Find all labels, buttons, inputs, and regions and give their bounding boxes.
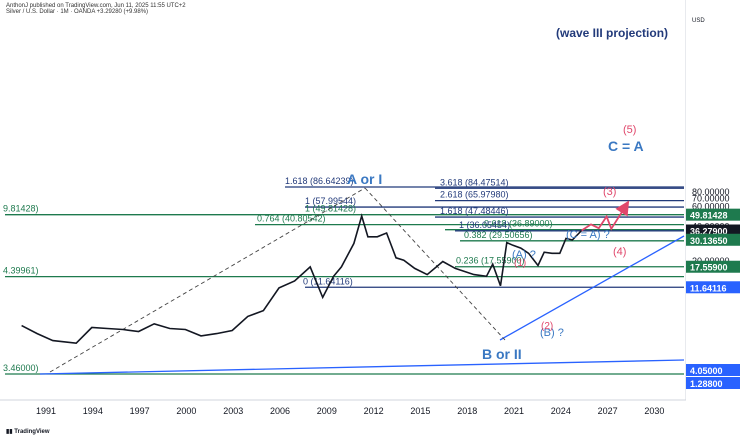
y-tick-label: 70.00000 [692,194,730,204]
price-line [21,213,583,345]
x-tick-label: 2027 [598,406,618,416]
price-series [21,213,583,345]
x-tick-label: 2003 [223,406,243,416]
price-badge [686,224,740,237]
rising-trendline [499,235,685,341]
price-badge-label: 30.13650 [690,236,728,246]
price-badge-label: 11.64116 [690,283,727,293]
y-tick-label: 80.00000 [692,187,730,197]
tradingview-brand: ▮▮ TradingView [6,429,50,435]
x-tick-label: 2030 [644,406,664,416]
price-badge-label: 4.05000 [690,366,723,376]
x-tick-label: 2009 [317,406,337,416]
symbol-line: Silver / U.S. Dollar · 1M · OANDA +3.292… [6,9,149,15]
x-tick-label: 2000 [176,406,196,416]
dashed-projection-a [49,187,366,373]
long-trendline [39,359,685,375]
chart-header: AnthonJ published on TradingView.com, Ju… [6,3,186,15]
wave-b-q-label: (B) ? [540,327,564,339]
fib-level-label: 1 (36.05454) [459,220,510,230]
fib-level-label: 1.618 (86.64239) [285,176,354,186]
price-badge-label: 49.81428 [690,211,728,221]
left-level-label: 3.46000) [3,363,39,373]
wave-a-q-label: (A) ? [512,249,536,261]
wave-1-label: (1) [514,258,526,269]
x-tick-label: 1991 [36,406,56,416]
price-badge-label: 1.28800 [690,379,723,389]
price-badge [686,364,740,376]
price-badge [686,208,740,221]
fib-level-label: 0.764 (40.80542) [257,214,326,224]
x-tick-label: 1994 [83,406,103,416]
fib-level-label: 0 (11.64116) [303,276,353,286]
x-tick-label: 1997 [130,406,150,416]
axes: USD20.0000040.0000060.0000070.0000080.00… [0,0,740,416]
y-tick-label: 60.00000 [692,201,730,211]
fib-level-label: 2.618 (65.97980) [440,190,509,200]
wave-c-eq-a-q-label: (C = A) ? [566,229,610,241]
projection-line [581,200,630,232]
x-tick-label: 2021 [504,406,524,416]
fib-level-label: 0.382 (29.50656) [464,230,533,240]
x-tick-label: 2006 [270,406,290,416]
wave-4-label: (4) [613,246,626,258]
publisher-line: AnthonJ published on TradingView.com, Ju… [6,3,186,9]
price-badge-label: 17.55900 [690,263,728,273]
wave3-projection-label: (wave III projection) [556,26,668,40]
wave-3-label: (3) [603,186,616,198]
x-tick-label: 2012 [364,406,384,416]
fib-level-label: 0.236 (17.55900) [456,256,525,266]
projection-path [581,200,630,232]
fib-level-label: 1 (57.99544) [305,196,356,206]
fib-level-label: 1.618 (47.48446) [440,206,509,216]
fib-level-label: 3.618 (84.47514) [440,177,509,187]
wave-b-or-ii-label: B or II [482,346,522,362]
left-level-label: 4.39961) [3,266,39,276]
wave-2-label: (2) [541,321,553,332]
x-tick-label: 2024 [551,406,571,416]
fib-level-label: 0.618 (36.89000) [484,219,553,229]
left-level-label: 9.81428) [3,204,39,214]
fib-level-label: 1 (49.81428) [305,204,356,214]
price-badge [686,377,740,389]
price-badge [686,260,740,273]
price-badge [686,233,740,246]
price-badge [686,281,740,294]
trendlines [39,187,685,375]
wave-5-label: (5) [623,124,636,136]
x-tick-label: 2015 [410,406,430,416]
x-tick-label: 2018 [457,406,477,416]
price-badge-label: 36.27900 [690,227,728,237]
wave-c-eq-a-label: C = A [608,138,644,154]
fib-levels: 1.618 (86.64239) 3.618 (84.47514) 2.618 (6… [3,176,684,375]
tradingview-logo-icon: ▮▮ [6,429,15,435]
wave-labels: (wave III projection) A or I B or II C = A (… [347,26,668,362]
y-axis-panel [686,0,740,400]
wave-a-or-i-label: A or I [347,171,382,187]
currency-label: USD [692,18,705,24]
